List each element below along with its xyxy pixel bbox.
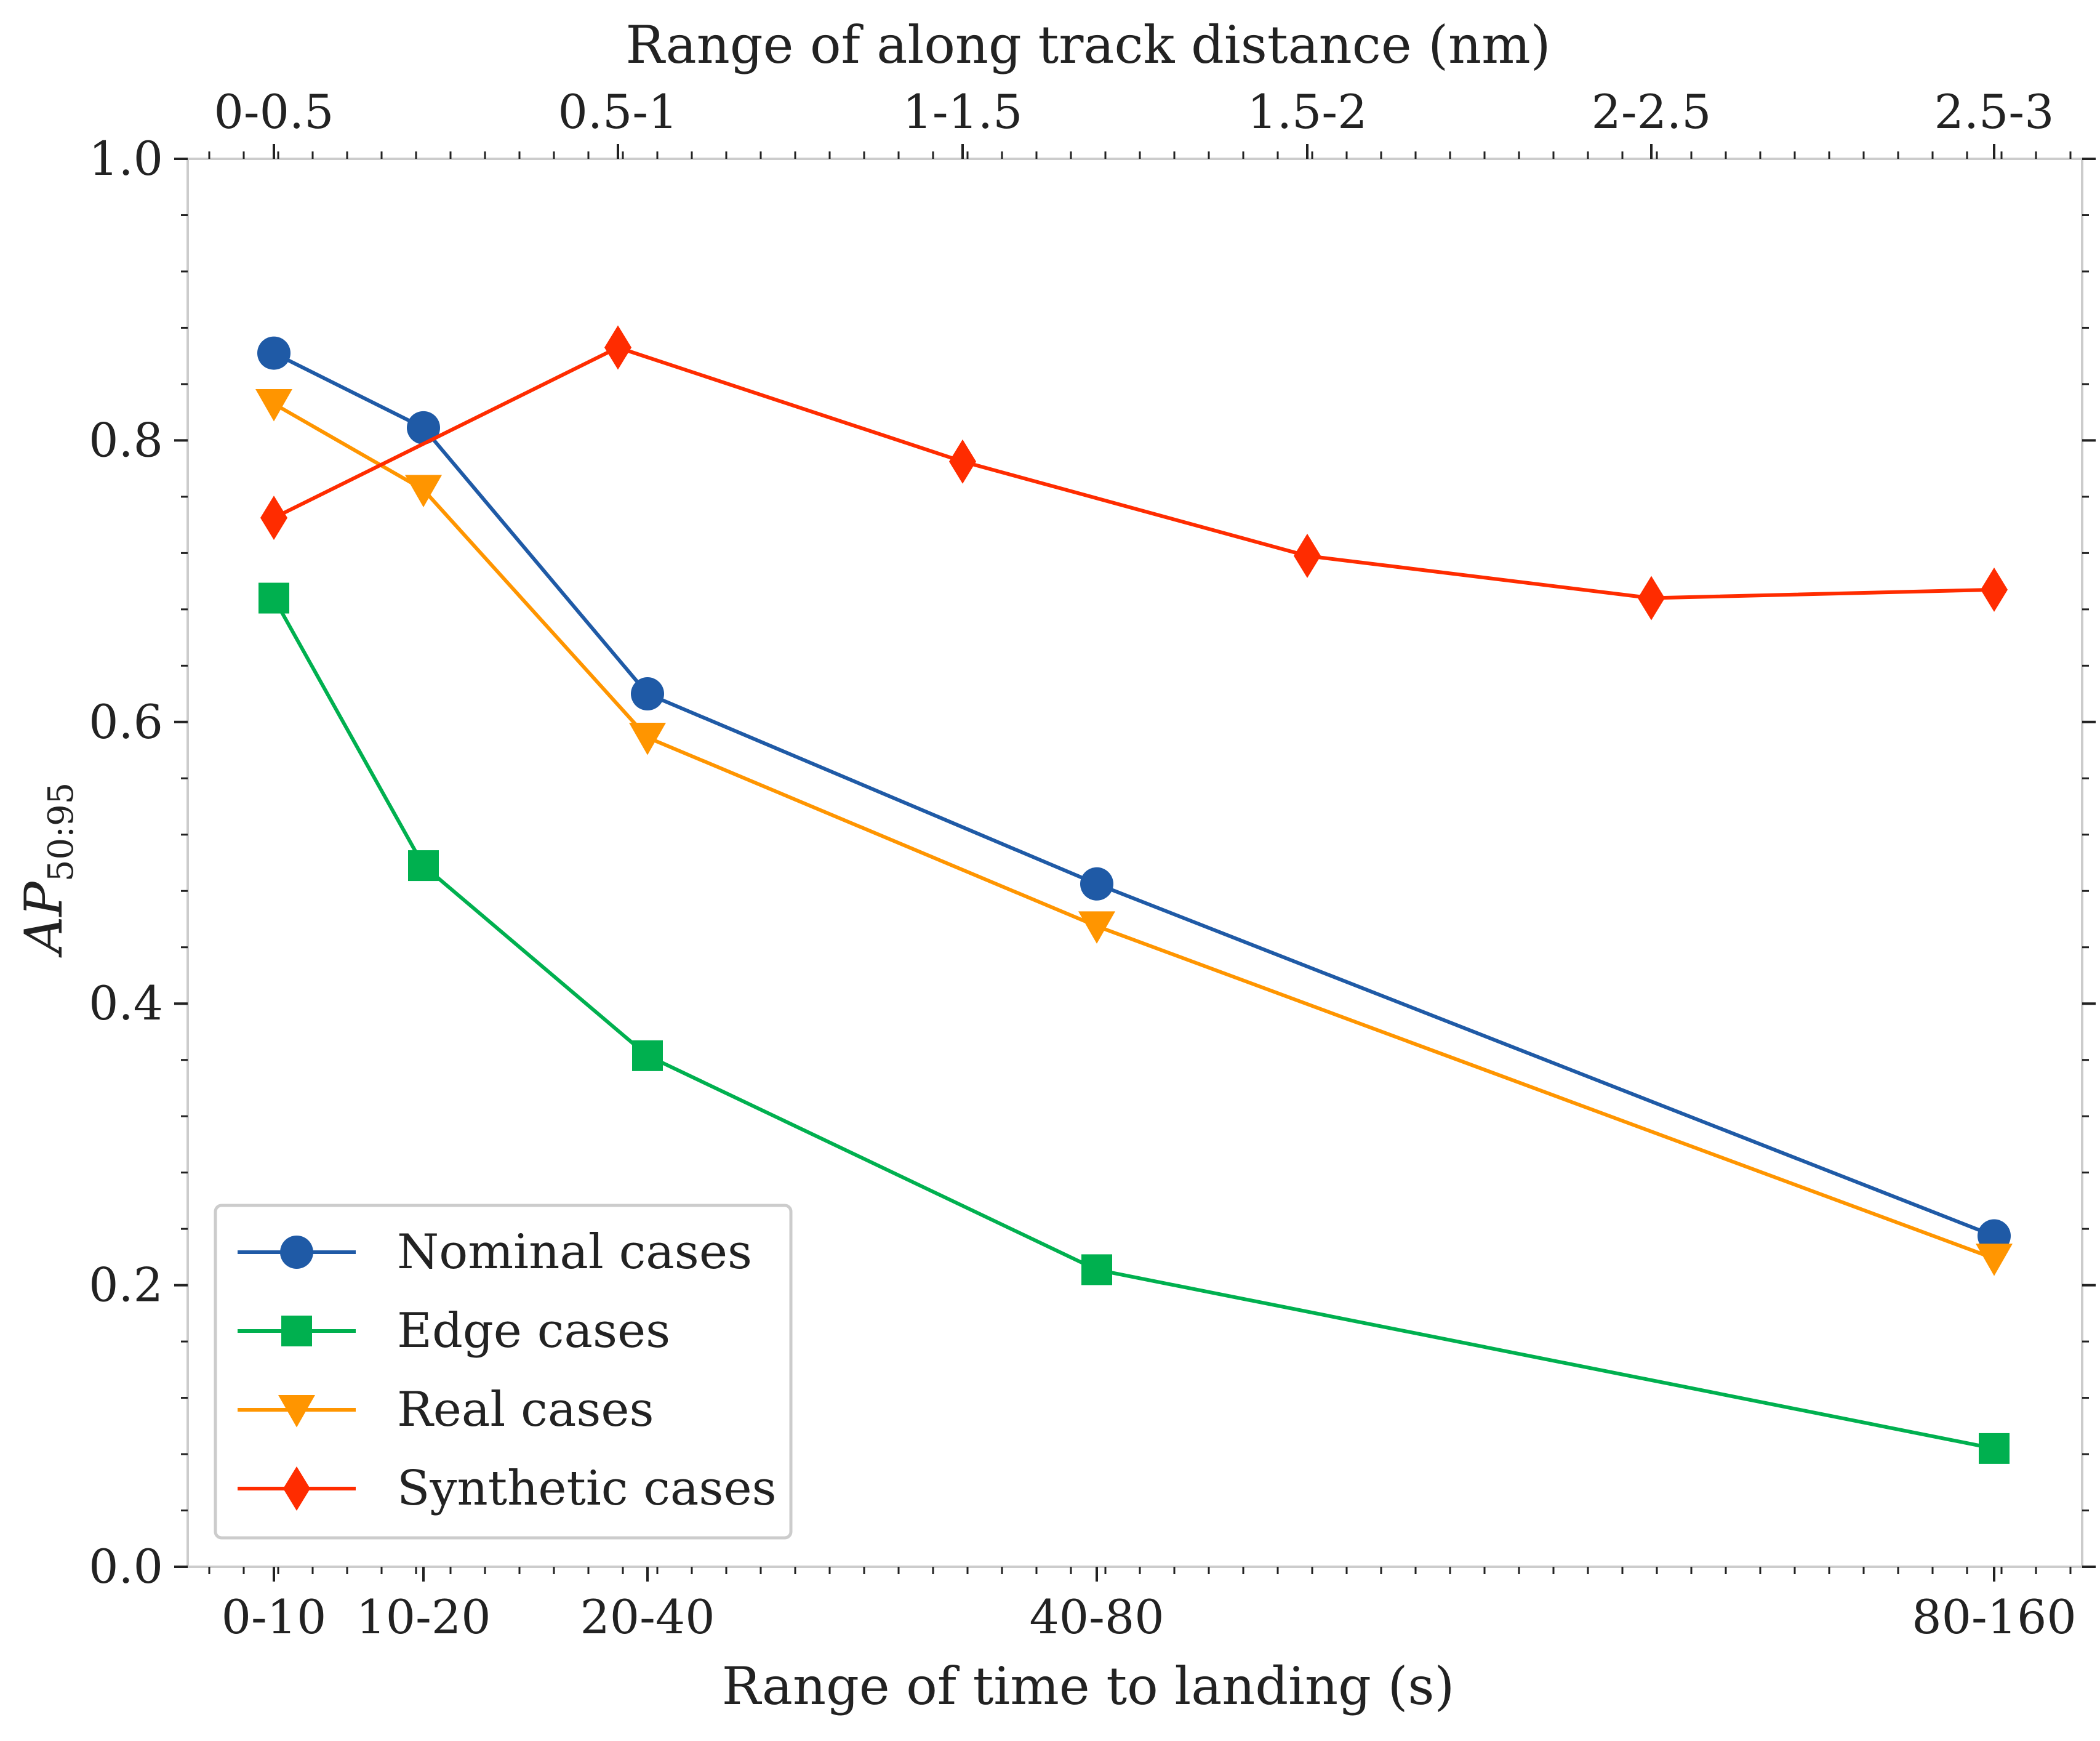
axes: 0.0 0.2 0.4 0.6 0.8 1.0 0-10 10-20 20-40 40-80 80-… [89,84,2096,1644]
y-tick-label: 0.8 [89,412,163,467]
data-point [258,582,289,614]
bottom-axis-title: Range of time to landing (s) [722,1656,1455,1716]
data-point [1081,1254,1112,1285]
legend-label: Synthetic cases [397,1461,777,1516]
legend-label: Edge cases [397,1303,670,1359]
series-line [273,345,1995,600]
x-tick-label-top: 2.5-3 [1934,84,2054,139]
data-point [1638,576,1665,621]
data-point [1078,911,1115,944]
y-tick-label: 0.4 [89,976,163,1031]
y-tick-label: 0.2 [89,1258,163,1313]
legend-label: Real cases [397,1382,654,1437]
series-synthetic-cases [260,325,2008,621]
data-point [1981,567,2008,612]
x-tick-label-top: 1.5-2 [1248,84,1368,139]
legend-box [214,1204,793,1540]
legend-marker [280,1236,313,1269]
data-point [604,325,631,370]
x-tick-label-bottom: 10-20 [356,1590,491,1644]
y-tick-label: 0.6 [89,694,163,749]
top-axis-title: Range of along track distance (nm) [625,15,1550,75]
x-tick-label-bottom: 0-10 [222,1590,327,1644]
x-tick-label-top: 1-1.5 [903,84,1023,139]
data-point [1976,1244,2013,1276]
y-tick-label: 0.0 [89,1539,163,1594]
series-edge-cases [258,582,2010,1464]
data-point [949,439,976,484]
data-point [257,336,291,370]
series-nominal-cases [257,336,2011,1253]
y-tick-label: 1.0 [89,131,163,186]
data-point [632,1040,663,1071]
x-tick-label-bottom: 20-40 [580,1590,715,1644]
data-point [631,677,664,711]
x-tick-label-top: 2-2.5 [1592,84,1712,139]
data-point [255,388,292,422]
legend: Nominal cases Edge cases Real cases Synthet… [214,1204,793,1540]
data-point [260,496,287,541]
legend-marker [281,1316,312,1346]
data-point [629,722,666,755]
plot-frame [186,158,2083,1568]
legend-marker [283,1466,310,1511]
data-point [405,475,442,507]
data-point [408,850,439,882]
data-point [1294,533,1321,578]
x-tick-label-top: 0.5-1 [558,84,678,139]
x-tick-label-bottom: 40-80 [1029,1590,1164,1644]
x-tick-label-top: 0-0.5 [214,84,334,139]
series-real-cases [255,388,2013,1276]
legend-marker [278,1395,315,1428]
data-point [1080,867,1113,901]
y-axis-title: AP50:95 [14,782,81,959]
data-point [1979,1433,2010,1464]
legend-label: Nominal cases [397,1224,752,1280]
y-axis-title-main: AP [14,881,74,959]
x-tick-label-bottom: 80-160 [1912,1590,2076,1644]
series-layer [255,325,2013,1464]
y-axis-title-subscript: 50:95 [41,782,81,882]
data-point [407,411,440,444]
